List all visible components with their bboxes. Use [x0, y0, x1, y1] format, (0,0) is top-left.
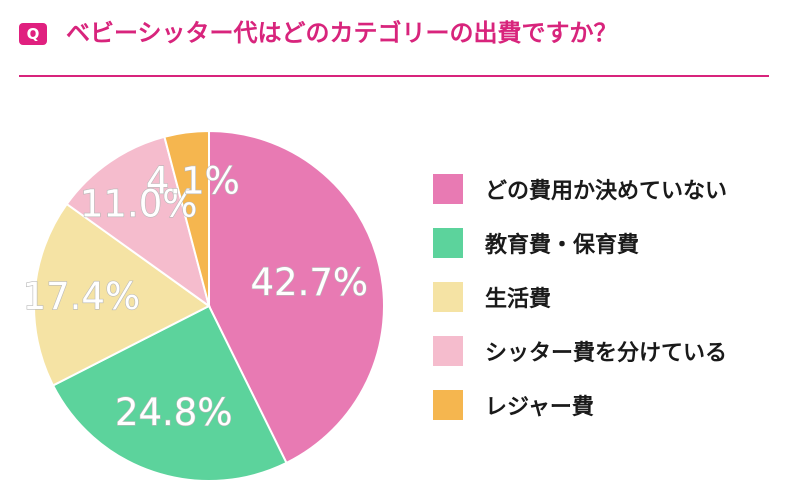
pie-slice-sitter-separate — [65, 135, 211, 309]
slice-label-education: 24.8% — [115, 391, 233, 434]
pie-slice-education — [51, 304, 288, 482]
legend-swatch-education — [433, 228, 463, 258]
slice-label-leisure: 4.1% — [146, 160, 240, 203]
legend-label-education: 教育費・保育費 — [485, 233, 640, 258]
legend-item-leisure: レジャー費 — [433, 378, 793, 432]
slice-label-living: 17.4% — [23, 275, 141, 318]
legend-swatch-sitter-separate — [433, 336, 463, 366]
legend-item-living: 生活費 — [433, 270, 793, 324]
slice-label-undecided: 42.7% — [251, 261, 369, 304]
pie-slice-undecided — [208, 129, 385, 465]
legend-swatch-undecided — [433, 174, 463, 204]
question-title: ベビーシッター代はどのカテゴリーの出費ですか？ — [66, 19, 618, 47]
legend-label-living: 生活費 — [485, 287, 552, 312]
pie-slice-living — [33, 202, 211, 387]
legend-label-sitter-separate: シッター費を分けている — [485, 341, 728, 366]
legend-label-leisure: レジャー費 — [485, 395, 594, 420]
legend-item-sitter-separate: シッター費を分けている — [433, 324, 793, 378]
legend-item-undecided: どの費用か決めていない — [433, 162, 793, 216]
legend-label-undecided: どの費用か決めていない — [485, 179, 728, 204]
legend-swatch-leisure — [433, 390, 463, 420]
pie-slice-leisure — [163, 129, 210, 307]
legend-item-education: 教育費・保育費 — [433, 216, 793, 270]
chart-legend: どの費用か決めていない 教育費・保育費 生活費 シッター費を分けている レジャー… — [433, 162, 793, 432]
title-divider — [19, 75, 769, 77]
question-badge: Q — [19, 23, 47, 45]
slice-label-sitter-separate: 11.0% — [80, 182, 198, 225]
legend-swatch-living — [433, 282, 463, 312]
